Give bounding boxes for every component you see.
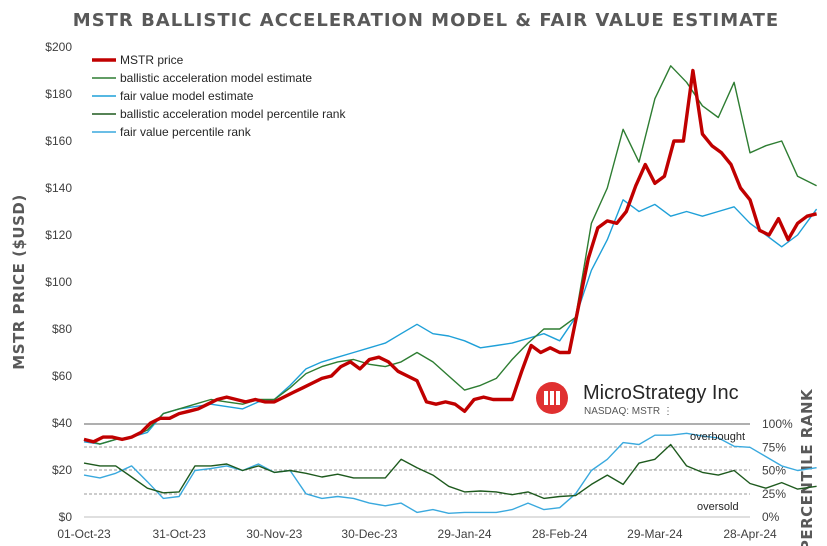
y-tick-label: $160	[45, 134, 72, 148]
x-tick-label: 28-Feb-24	[532, 527, 588, 541]
y-axis-ticks: $0 $20 $40 $60 $80 $100 $120 $140 $160 $180 $200	[45, 40, 72, 524]
x-tick-label: 28-Apr-24	[723, 527, 777, 541]
logo-company-name: MicroStrategy Inc	[583, 382, 739, 404]
y2-axis-title: PERCENTILE RANK	[798, 388, 816, 546]
y-tick-label: $180	[45, 87, 72, 101]
legend-entry: ballistic acceleration model estimate	[120, 71, 312, 85]
y-tick-label: $60	[52, 369, 72, 383]
y-tick-label: $80	[52, 322, 72, 336]
microstrategy-logo: MicroStrategy Inc NASDAQ: MSTR ⋮	[528, 374, 760, 422]
y-tick-label: $200	[45, 40, 72, 54]
legend-entry: MSTR price	[120, 53, 184, 67]
logo-ticker: NASDAQ: MSTR	[584, 406, 660, 417]
y2-tick-label: 100%	[762, 417, 793, 431]
logo-icon-bar-1	[544, 391, 548, 405]
legend-entry: ballistic acceleration model percentile …	[120, 107, 346, 121]
y-tick-label: $20	[52, 463, 72, 477]
y-tick-label: $100	[45, 275, 72, 289]
y-tick-label: $140	[45, 181, 72, 195]
x-tick-label: 01-Oct-23	[57, 527, 111, 541]
y-axis-title: MSTR PRICE ($USD)	[10, 194, 28, 369]
overbought-label: overbought	[690, 431, 745, 443]
x-axis-ticks: 01-Oct-23 31-Oct-23 30-Nov-23 30-Dec-23 29-J…	[57, 527, 777, 541]
x-tick-label: 29-Jan-24	[438, 527, 492, 541]
y-tick-label: $0	[59, 510, 73, 524]
x-tick-label: 30-Dec-23	[341, 527, 397, 541]
chart-title: MSTR BALLISTIC ACCELERATION MODEL & FAIR…	[73, 10, 779, 31]
more-options-icon: ⋮	[663, 406, 673, 417]
x-tick-label: 29-Mar-24	[627, 527, 683, 541]
y2-tick-label: 75%	[762, 440, 786, 454]
logo-icon-bar-3	[556, 391, 560, 405]
legend: MSTR price ballistic acceleration model e…	[88, 50, 368, 139]
y-tick-label: $40	[52, 416, 72, 430]
x-tick-label: 31-Oct-23	[152, 527, 206, 541]
y2-tick-label: 0%	[762, 510, 780, 524]
y2-axis-ticks: 0%25%50%75%100%	[762, 417, 793, 524]
legend-entry: fair value percentile rank	[120, 125, 252, 139]
legend-entry: fair value model estimate	[120, 89, 254, 103]
y-tick-label: $120	[45, 228, 72, 242]
oversold-label: oversold	[697, 501, 739, 513]
logo-icon-bar-2	[550, 391, 554, 405]
x-tick-label: 30-Nov-23	[246, 527, 302, 541]
